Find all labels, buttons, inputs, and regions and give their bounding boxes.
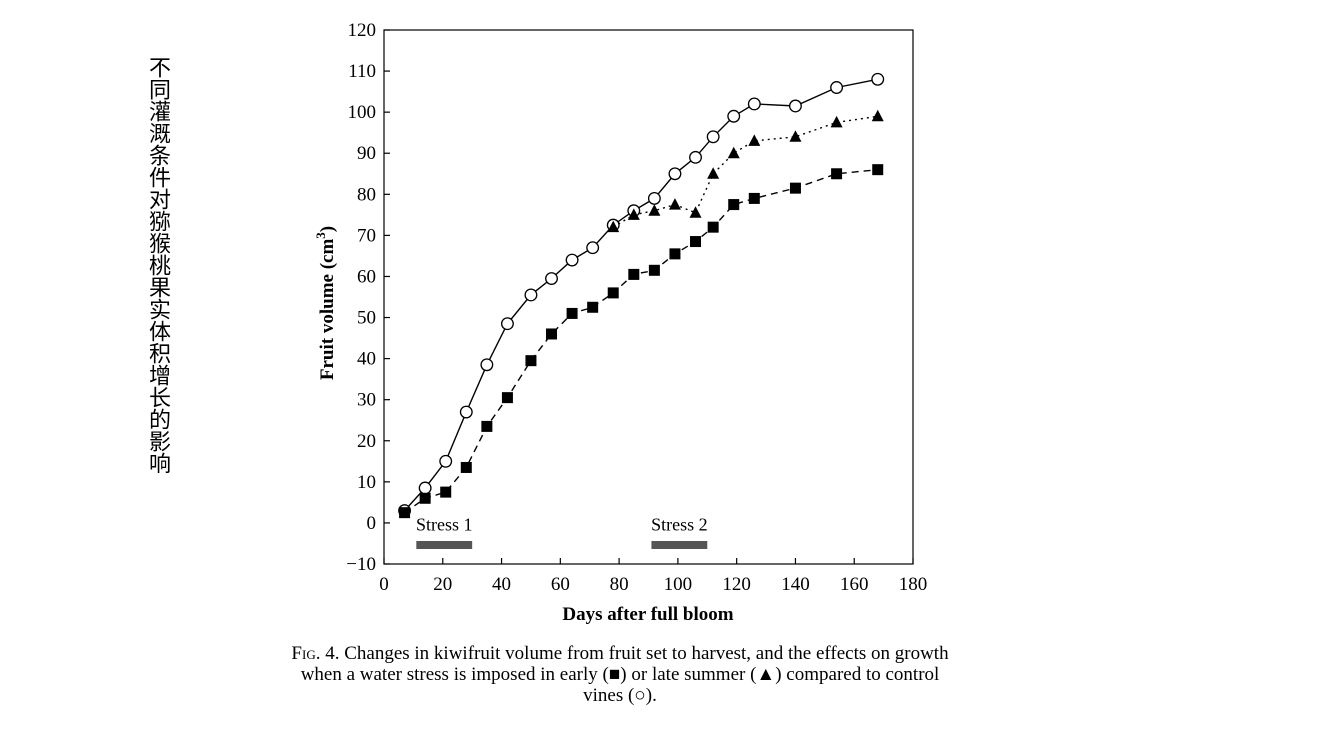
y-axis-title: Fruit volume (cm3) — [313, 226, 338, 380]
data-point — [789, 130, 802, 142]
axis-ticks: 0 20 40 60 80 100 120 140 160 180−100102030405060… — [346, 20, 927, 595]
y-tick-label: 80 — [357, 184, 376, 205]
data-point — [586, 241, 600, 255]
caption-text: 4. Changes in kiwifruit volume from frui… — [300, 643, 949, 706]
x-tick-label: 60 — [551, 574, 570, 595]
data-point — [830, 115, 843, 128]
side-title: 不同灌溉条件对猕猴桃果实体积增长的影响 — [145, 56, 170, 474]
data-point — [668, 198, 681, 210]
x-tick-label: 120 — [722, 574, 751, 595]
series-line — [404, 169, 878, 514]
y-tick-label: 20 — [357, 431, 376, 452]
data-point — [788, 99, 802, 113]
y-tick-label: 0 — [367, 513, 377, 534]
x-tick-label: 180 — [899, 574, 928, 595]
data-point — [727, 109, 741, 123]
data-point — [689, 206, 702, 218]
y-tick-label: 70 — [357, 225, 376, 246]
data-point — [831, 168, 843, 180]
y-tick-label: 110 — [348, 61, 376, 82]
plot-frame-rect — [383, 29, 914, 565]
figure-caption: Fig. 4. Changes in kiwifruit volume from… — [280, 643, 960, 706]
data-point — [748, 192, 760, 204]
data-point — [481, 420, 493, 432]
stress-bar — [651, 540, 708, 549]
data-point — [525, 355, 537, 367]
series-open-circle — [398, 72, 885, 518]
data-point — [524, 288, 538, 302]
data-point — [607, 220, 620, 233]
data-point — [546, 328, 558, 340]
data-point — [690, 236, 702, 248]
data-point — [728, 199, 740, 211]
y-tick-label: 50 — [357, 308, 376, 329]
caption-fig-label: Fig. — [291, 643, 321, 664]
data-point — [669, 248, 681, 260]
data-point — [789, 182, 801, 194]
data-point — [727, 146, 740, 159]
data-point — [439, 454, 453, 468]
series-line — [404, 78, 878, 512]
y-tick-label: 100 — [348, 102, 377, 123]
chart: 0 20 40 60 80 100 120 140 160 180−100102030405060… — [313, 20, 927, 625]
y-tick-label: −10 — [346, 554, 376, 575]
data-point — [440, 486, 452, 498]
data-point — [459, 405, 473, 419]
stress-annotations: Stress 1 Stress 2 — [416, 514, 708, 549]
data-point — [460, 461, 472, 473]
series-filled-square — [399, 164, 884, 519]
data-point — [500, 317, 514, 331]
data-point — [648, 264, 660, 276]
series-filled-triangle — [607, 109, 884, 233]
data-point — [689, 150, 702, 164]
data-point — [545, 272, 558, 285]
x-tick-label: 80 — [610, 574, 629, 595]
y-tick-label: 60 — [357, 266, 376, 287]
x-tick-label: 160 — [840, 574, 869, 595]
data-point — [647, 191, 661, 205]
y-axis-title-sup: 3 — [313, 232, 328, 239]
data-point — [707, 221, 719, 233]
x-tick-label: 40 — [492, 574, 511, 595]
data-point — [501, 392, 513, 404]
data-point — [872, 164, 884, 176]
data-point — [418, 481, 432, 495]
data-series — [398, 72, 885, 519]
data-point — [587, 301, 599, 313]
plot-frame — [383, 29, 914, 565]
stress-label: Stress 2 — [651, 514, 708, 534]
stress-label: Stress 1 — [416, 514, 473, 534]
data-point — [871, 72, 885, 86]
x-tick-label: 0 — [379, 574, 389, 595]
y-tick-label: 30 — [357, 390, 376, 411]
series-line — [612, 115, 878, 228]
data-point — [419, 492, 431, 504]
y-tick-label: 120 — [348, 20, 377, 41]
x-tick-label: 140 — [781, 574, 810, 595]
data-point — [628, 268, 640, 280]
data-point — [607, 287, 619, 299]
data-point — [748, 134, 761, 146]
data-point — [668, 167, 682, 181]
data-point — [399, 507, 411, 519]
data-point — [747, 97, 761, 111]
data-point — [830, 81, 844, 94]
x-tick-label: 20 — [433, 574, 452, 595]
data-point — [480, 358, 494, 372]
data-point — [707, 167, 720, 179]
y-tick-label: 40 — [357, 349, 376, 370]
stress-bar — [416, 540, 473, 549]
x-axis-title: Days after full bloom — [562, 604, 733, 625]
y-tick-label: 10 — [357, 472, 376, 493]
data-point — [706, 130, 720, 144]
y-axis-title-text: Fruit volume (cm — [317, 239, 338, 381]
x-tick-label: 100 — [664, 574, 693, 595]
data-point — [627, 208, 640, 220]
y-tick-label: 90 — [357, 143, 376, 164]
data-point — [648, 204, 661, 216]
data-point — [871, 109, 884, 122]
data-point — [565, 253, 579, 267]
data-point — [566, 307, 578, 319]
y-axis-title-close: ) — [317, 226, 338, 232]
